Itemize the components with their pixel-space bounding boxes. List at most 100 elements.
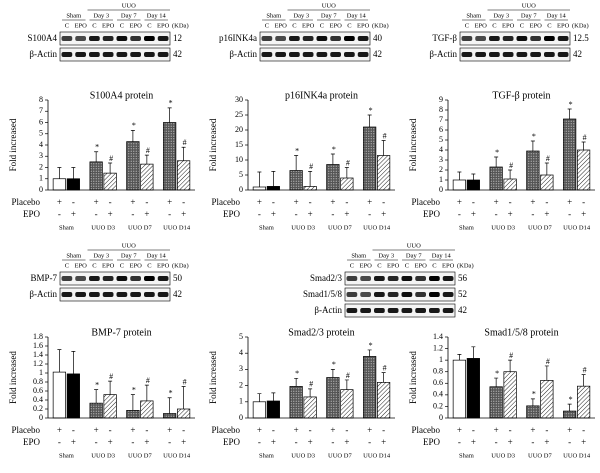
- treatment-sign: -: [145, 197, 148, 207]
- y-tick-label: 15: [235, 140, 243, 149]
- blot-band: [89, 36, 100, 41]
- blot-kda: 42: [173, 49, 182, 59]
- treatment-sign: -: [582, 197, 585, 207]
- blot-band: [75, 52, 86, 57]
- significance-mark: #: [146, 376, 150, 385]
- y-tick-label: 9: [439, 95, 443, 104]
- blot-box: [344, 271, 456, 286]
- error-bar: [144, 384, 149, 401]
- treatment-sign: -: [368, 437, 371, 447]
- significance-mark: *: [169, 99, 173, 108]
- group-label: UUO D7: [528, 224, 552, 231]
- treatment-sign: +: [271, 437, 276, 447]
- y-tick-label: 0.6: [433, 378, 443, 387]
- treatment-sign: +: [367, 425, 372, 435]
- chart-title: S100A4 protein: [90, 90, 154, 101]
- error-bar: [94, 151, 99, 162]
- y-tick-label: 3: [439, 155, 443, 164]
- error-bar: [581, 374, 586, 387]
- group-label: UUO D3: [491, 452, 515, 459]
- y-tick-label: 0.4: [433, 390, 443, 399]
- y-tick-label: 1: [439, 175, 443, 184]
- blot-lane: EPO: [329, 22, 342, 29]
- group-label: Sham: [459, 224, 474, 231]
- blot-kda: 42: [373, 49, 382, 59]
- blot-kda: 42: [458, 305, 467, 315]
- y-tick-label: 1: [39, 368, 43, 377]
- bar: [289, 170, 303, 191]
- treatment-label: EPO: [223, 437, 241, 447]
- blot-band: [61, 52, 73, 57]
- error-bar: [457, 354, 462, 361]
- y-tick-label: 4: [39, 140, 43, 149]
- treatment-sign: +: [581, 209, 586, 219]
- treatment-sign: -: [345, 197, 348, 207]
- significance-mark: #: [583, 133, 587, 142]
- y-tick-label: 8: [39, 95, 43, 104]
- blot-band: [130, 36, 141, 41]
- bar: [52, 371, 66, 419]
- treatment-sign: -: [145, 425, 148, 435]
- blot-box: [59, 271, 171, 286]
- blot-lane: EPO: [157, 22, 170, 29]
- significance-mark: *: [132, 121, 136, 130]
- significance-mark: #: [583, 365, 587, 374]
- treatment-sign: +: [167, 197, 172, 207]
- blot-band: [374, 292, 385, 297]
- treatment-sign: +: [144, 209, 149, 219]
- blot-band: [102, 36, 114, 41]
- bar: [340, 389, 354, 419]
- treatment-sign: -: [472, 197, 475, 207]
- y-tick-label: 1.6: [33, 341, 43, 350]
- treatment-sign: -: [131, 437, 134, 447]
- blot-box: [344, 303, 456, 318]
- blot-lane: EPO: [302, 22, 315, 29]
- treatment-sign: -: [58, 209, 61, 219]
- y-tick-label: 1.2: [433, 343, 443, 352]
- bar: [126, 141, 140, 191]
- blot-band: [442, 276, 454, 281]
- blot-band: [330, 36, 341, 41]
- blot-band: [289, 36, 300, 41]
- blot-row-label: β-Actin: [429, 49, 457, 59]
- treatment-sign: +: [367, 197, 372, 207]
- significance-mark: #: [146, 146, 150, 155]
- treatment-sign: -: [382, 197, 385, 207]
- treatment-sign: -: [309, 425, 312, 435]
- treatment-label: Placebo: [412, 425, 441, 435]
- blot-band: [102, 52, 114, 57]
- bar: [266, 186, 280, 191]
- blot-box: [59, 287, 171, 302]
- bar: [503, 178, 517, 191]
- blot-lane: C: [520, 22, 524, 29]
- treatment-sign: +: [181, 209, 186, 219]
- significance-mark: *: [532, 390, 536, 399]
- significance-mark: *: [132, 385, 136, 394]
- treatment-sign: -: [272, 425, 275, 435]
- blot-kda: 12.5: [573, 33, 589, 43]
- blot-band: [316, 52, 328, 57]
- blot-row-label: β-Actin: [29, 49, 57, 59]
- blot-band: [261, 52, 273, 57]
- treatment-sign: +: [108, 209, 113, 219]
- blot-group: Day 7: [406, 252, 422, 259]
- significance-mark: *: [369, 341, 373, 350]
- error-bar: [530, 140, 535, 151]
- bar: [563, 410, 577, 419]
- blot-band: [415, 308, 426, 313]
- treatment-sign: -: [531, 209, 534, 219]
- treatment-sign: +: [457, 197, 462, 207]
- blot-band: [502, 36, 514, 41]
- error-bar: [108, 380, 113, 395]
- blot-band: [387, 292, 399, 297]
- group-label: Sham: [259, 452, 274, 459]
- blot-group: Day 7: [521, 12, 537, 19]
- blot-lane: C: [147, 22, 151, 29]
- treatment-sign: +: [181, 437, 186, 447]
- bar: [377, 155, 391, 191]
- blot-row-label: S100A4: [27, 33, 57, 43]
- blot-band: [429, 292, 440, 297]
- blot-band: [442, 308, 454, 313]
- significance-mark: #: [546, 357, 550, 366]
- blot-band: [475, 36, 486, 41]
